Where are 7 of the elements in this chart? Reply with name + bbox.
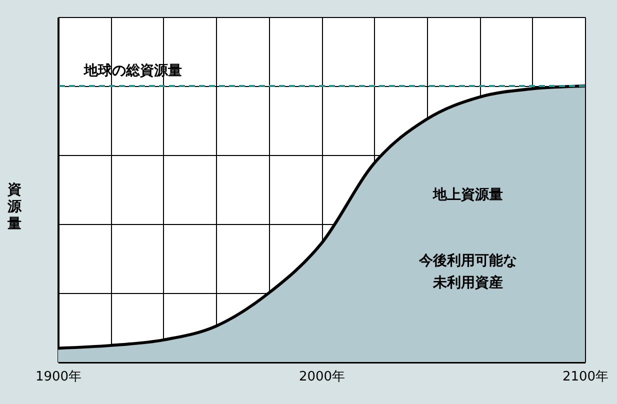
x-tick-label: 2000年 xyxy=(298,370,346,384)
y-axis-title: 資源量 xyxy=(6,182,22,232)
annotation: 未利用資産 xyxy=(432,274,503,291)
annotation: 地上資源量 xyxy=(432,187,503,203)
x-tick-label: 2100年 xyxy=(562,370,609,384)
x-tick-label: 1900年 xyxy=(35,370,82,384)
annotation: 今後利用可能な xyxy=(418,253,517,269)
